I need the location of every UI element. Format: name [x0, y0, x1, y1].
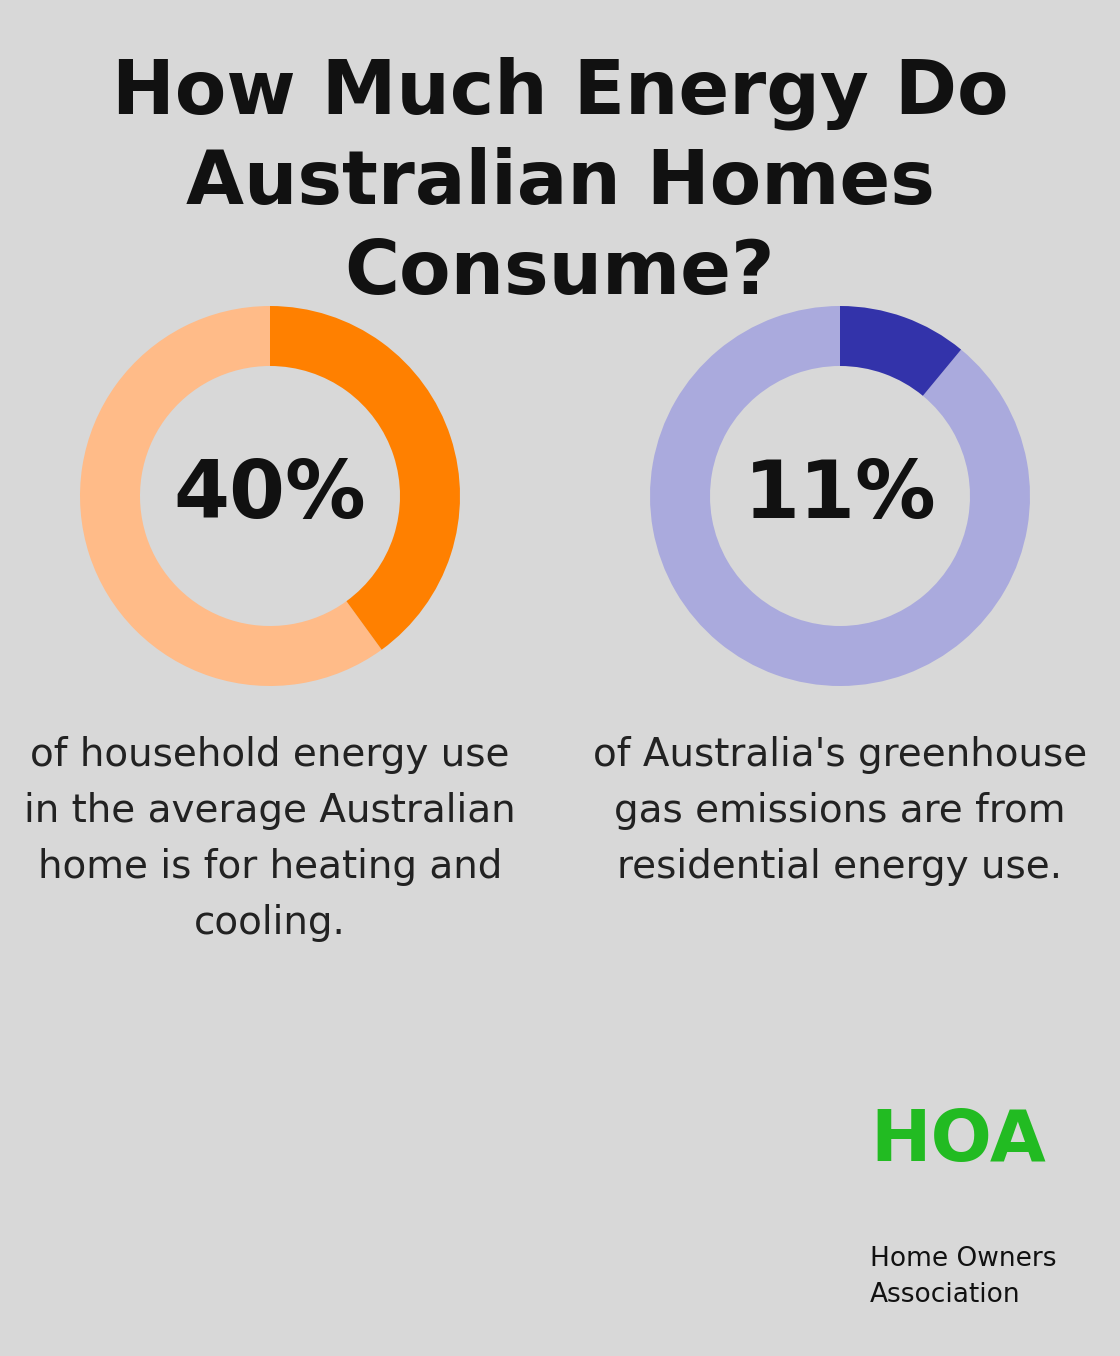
Text: of household energy use
in the average Australian
home is for heating and
coolin: of household energy use in the average A…: [25, 736, 516, 942]
Text: 40%: 40%: [174, 457, 366, 536]
Wedge shape: [80, 306, 382, 686]
Text: How Much Energy Do
Australian Homes
Consume?: How Much Energy Do Australian Homes Cons…: [112, 56, 1008, 309]
Wedge shape: [840, 306, 961, 396]
Text: HOA: HOA: [870, 1106, 1046, 1176]
Wedge shape: [270, 306, 460, 650]
Wedge shape: [650, 306, 1030, 686]
Text: of Australia's greenhouse
gas emissions are from
residential energy use.: of Australia's greenhouse gas emissions …: [592, 736, 1088, 885]
Text: Home Owners
Association: Home Owners Association: [870, 1246, 1056, 1309]
Text: 11%: 11%: [744, 457, 936, 536]
